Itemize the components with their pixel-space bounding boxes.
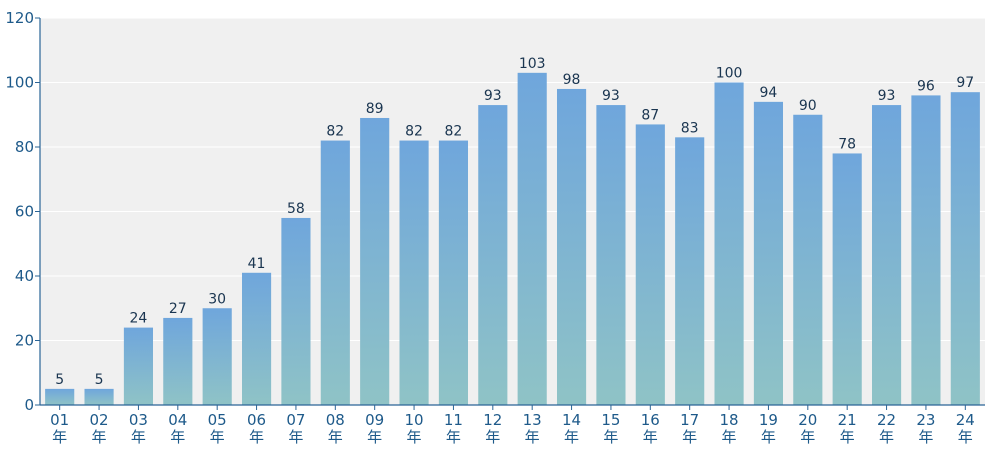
bar xyxy=(517,72,547,405)
data-labels: 5 5 24 27 30 41 58 82 89 82 82 93 103 98 93 87 83 100 94 90… xyxy=(55,56,974,388)
x-tick-label: 06 年 xyxy=(247,411,266,446)
bar xyxy=(556,88,587,405)
x-tick-label: 12 年 xyxy=(483,411,502,446)
x-tick-label: 04 年 xyxy=(168,411,187,446)
bar xyxy=(45,388,75,405)
bar xyxy=(281,217,311,405)
y-tick-label: 20 xyxy=(15,332,34,350)
x-tick-label: 10 年 xyxy=(405,411,424,446)
bar xyxy=(360,117,390,405)
y-tick-label: 80 xyxy=(15,138,34,156)
data-label: 27 xyxy=(169,301,187,317)
bar xyxy=(911,95,941,406)
data-label: 93 xyxy=(484,88,502,104)
x-tick-label: 22 年 xyxy=(877,411,896,446)
data-label: 100 xyxy=(716,66,743,82)
x-tick-label: 14 年 xyxy=(562,411,581,446)
bars xyxy=(45,72,980,406)
data-label: 93 xyxy=(878,88,896,104)
x-tick-label: 07 年 xyxy=(286,411,305,446)
gridlines xyxy=(40,17,985,341)
data-label: 87 xyxy=(641,107,659,123)
data-label: 97 xyxy=(956,75,974,91)
x-tick-label: 17 年 xyxy=(680,411,699,446)
bar xyxy=(123,327,154,405)
x-tick-label: 01 年 xyxy=(50,411,69,446)
x-tick-label: 13 年 xyxy=(523,411,542,446)
x-tick-label: 23 年 xyxy=(916,411,935,446)
x-tick-label: 02 年 xyxy=(90,411,109,446)
bar xyxy=(753,101,784,405)
data-label: 94 xyxy=(760,85,778,101)
x-tick-label: 09 年 xyxy=(365,411,384,446)
data-label: 78 xyxy=(838,136,856,152)
bar xyxy=(871,105,902,405)
bar xyxy=(84,388,114,405)
bar xyxy=(675,137,705,405)
data-label: 41 xyxy=(248,256,266,272)
data-label: 93 xyxy=(602,88,620,104)
bar xyxy=(438,140,469,406)
axes: 0 20 40 60 80 100 120 01 年 02 年 03 年 04 年 05 年 06 年 07 年 08 年 0… xyxy=(5,9,985,446)
x-tick-label: 20 年 xyxy=(798,411,817,446)
data-label: 96 xyxy=(917,78,935,94)
bar xyxy=(596,105,626,405)
bar xyxy=(163,317,193,405)
data-label: 83 xyxy=(681,120,699,136)
y-tick-label: 120 xyxy=(5,9,34,27)
x-tick-label: 21 年 xyxy=(838,411,857,446)
data-label: 82 xyxy=(326,124,344,140)
bar xyxy=(714,82,744,405)
data-label: 58 xyxy=(287,201,305,217)
data-label: 24 xyxy=(130,311,148,327)
data-label: 103 xyxy=(519,56,546,72)
data-label: 30 xyxy=(208,291,226,307)
data-label: 90 xyxy=(799,98,817,114)
y-tick-label: 40 xyxy=(15,267,34,285)
x-tick-label: 08 年 xyxy=(326,411,345,446)
data-label: 89 xyxy=(366,101,384,117)
x-tick-label: 11 年 xyxy=(444,411,463,446)
x-tick-label: 03 年 xyxy=(129,411,148,446)
x-tick-label: 15 年 xyxy=(601,411,620,446)
y-tick-label: 60 xyxy=(15,203,34,221)
bar xyxy=(320,140,350,406)
bar xyxy=(478,105,508,405)
x-tick-label: 18 年 xyxy=(720,411,739,446)
bar xyxy=(832,153,862,405)
data-label: 82 xyxy=(445,124,463,140)
bar xyxy=(950,92,980,406)
x-tick-label: 24 年 xyxy=(956,411,975,446)
x-tick-label: 16 年 xyxy=(641,411,660,446)
x-tick-label: 19 年 xyxy=(759,411,778,446)
data-label: 98 xyxy=(563,72,581,88)
bar xyxy=(635,124,665,406)
data-label: 5 xyxy=(55,372,64,388)
x-tick-label: 05 年 xyxy=(208,411,227,446)
y-tick-label: 0 xyxy=(24,396,34,414)
bar xyxy=(202,308,232,405)
y-tick-label: 100 xyxy=(5,74,34,92)
data-label: 82 xyxy=(405,124,423,140)
bar xyxy=(793,114,823,405)
data-label: 5 xyxy=(95,372,104,388)
bar xyxy=(399,140,429,406)
bar xyxy=(241,272,272,405)
